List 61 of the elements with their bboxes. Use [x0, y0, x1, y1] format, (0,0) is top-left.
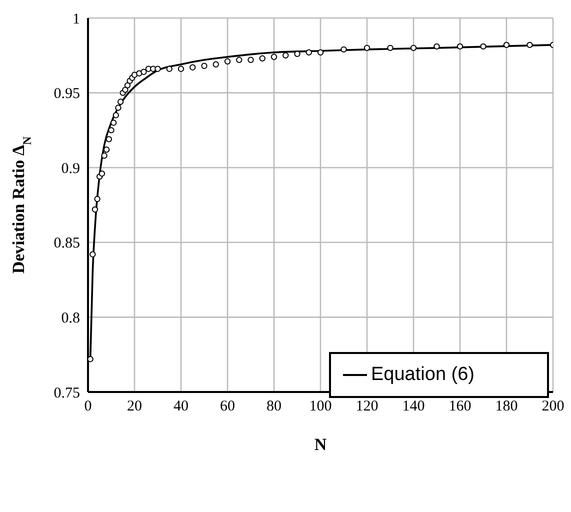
- x-tick-label: 160: [448, 398, 472, 415]
- x-axis-title: N: [314, 435, 328, 454]
- point: [434, 43, 440, 50]
- point: [387, 44, 394, 52]
- point: [503, 42, 510, 48]
- x-tick-label: 20: [127, 398, 142, 415]
- point: [410, 44, 417, 52]
- point: [190, 64, 196, 70]
- y-tick-label: 0.8: [61, 310, 80, 327]
- point: [108, 127, 114, 134]
- point: [98, 170, 106, 177]
- x-tick-label: 80: [266, 398, 282, 415]
- x-tick-label: 120: [356, 398, 378, 415]
- point: [212, 61, 219, 68]
- point: [340, 46, 347, 53]
- y-tick-label: 1: [72, 11, 80, 28]
- point: [456, 43, 464, 50]
- x-tick-label: 100: [309, 398, 332, 415]
- point: [140, 68, 147, 75]
- point: [131, 72, 138, 78]
- y-tick-label: 0.9: [61, 160, 80, 177]
- point: [115, 104, 122, 111]
- point: [306, 49, 312, 56]
- point: [480, 43, 486, 50]
- x-tick-label: 0: [84, 398, 92, 415]
- point: [317, 49, 324, 56]
- point: [178, 66, 184, 72]
- x-tick-label: 40: [174, 398, 188, 415]
- point: [526, 42, 533, 48]
- point: [90, 251, 96, 258]
- y-tick-label: 0.85: [54, 236, 80, 252]
- point: [201, 62, 208, 69]
- point: [112, 112, 119, 118]
- y-tick-label: 0.95: [54, 86, 80, 102]
- point: [124, 82, 131, 88]
- point: [364, 44, 370, 52]
- point: [110, 120, 117, 126]
- point: [92, 206, 98, 213]
- point: [294, 50, 300, 58]
- point: [117, 98, 124, 105]
- x-tick-label: 200: [542, 398, 564, 415]
- point: [259, 55, 266, 62]
- point: [224, 58, 231, 64]
- y-tick-label: 0.75: [54, 385, 80, 402]
- legend-label: Equation (6): [371, 364, 475, 386]
- point: [282, 52, 289, 58]
- point: [236, 56, 242, 63]
- point: [106, 136, 112, 142]
- point: [122, 86, 128, 93]
- x-tick-label: 180: [495, 398, 518, 415]
- point: [104, 146, 110, 153]
- point: [154, 66, 161, 72]
- point: [101, 152, 108, 159]
- point: [166, 66, 172, 72]
- x-tick-label: 60: [220, 398, 235, 415]
- point: [136, 70, 142, 76]
- point: [270, 54, 278, 60]
- point: [94, 196, 100, 202]
- point: [88, 356, 94, 362]
- x-tick-label: 140: [402, 398, 425, 415]
- point: [248, 56, 254, 63]
